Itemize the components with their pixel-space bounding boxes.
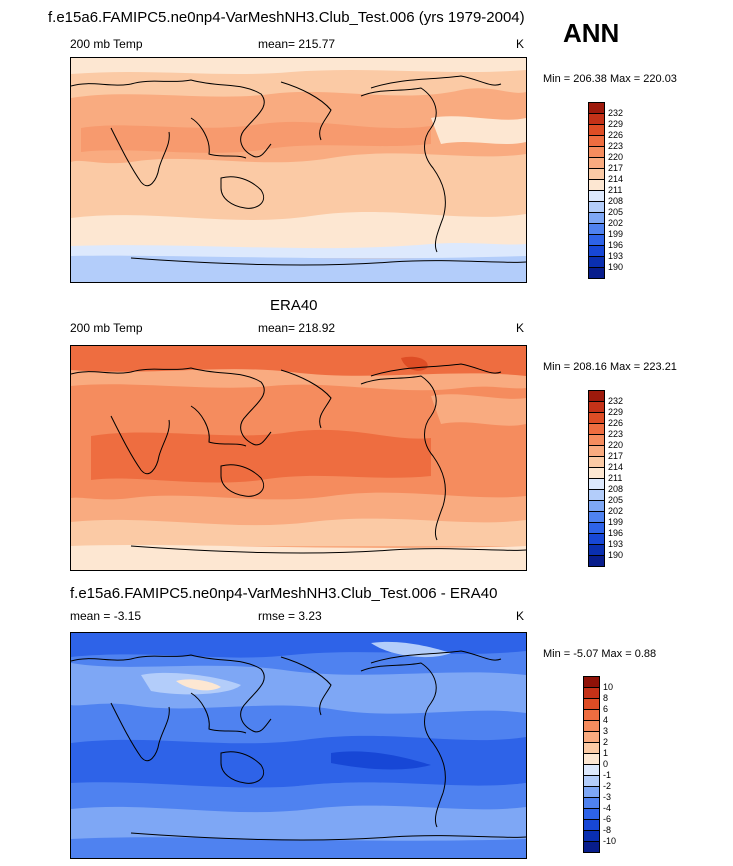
colorbar-tick-label: 199 bbox=[608, 517, 624, 527]
contour-band bbox=[431, 394, 526, 426]
panel-obs-map bbox=[70, 345, 527, 571]
colorbar-tick-label: 226 bbox=[608, 130, 624, 140]
colorbar-tick-label: 0 bbox=[603, 759, 609, 769]
colorbar-tick-label: 208 bbox=[608, 196, 624, 206]
contour-band bbox=[71, 243, 526, 258]
colorbar-tick-label: 202 bbox=[608, 506, 624, 516]
colorbar-tick-label: 217 bbox=[608, 451, 624, 461]
panel-obs-left-label: 200 mb Temp bbox=[70, 321, 143, 335]
colorbar-tick-label: 193 bbox=[608, 539, 624, 549]
contour-band bbox=[81, 121, 431, 153]
contour-band bbox=[91, 429, 431, 483]
panel-model-title: f.e15a6.FAMIPC5.ne0np4-VarMeshNH3.Club_T… bbox=[48, 9, 525, 26]
colorbar-tick-label: 229 bbox=[608, 407, 624, 417]
contour-band bbox=[71, 255, 526, 282]
colorbar-tick-label: 223 bbox=[608, 141, 624, 151]
colorbar-tick-label: 205 bbox=[608, 207, 624, 217]
colorbar-tick-label: 211 bbox=[608, 185, 623, 195]
coastlines bbox=[71, 75, 526, 266]
colorbar-swatch bbox=[588, 555, 605, 567]
colorbar-tick-label: -2 bbox=[603, 781, 612, 791]
contour-band bbox=[71, 212, 526, 252]
colorbar-tick-label: 214 bbox=[608, 174, 624, 184]
contour-band bbox=[331, 751, 431, 770]
colorbar-tick-label: 8 bbox=[603, 693, 609, 703]
colorbar-tick-label: 190 bbox=[608, 262, 624, 272]
contour-band bbox=[71, 837, 526, 858]
colorbar-tick-label: 190 bbox=[608, 550, 624, 560]
colorbar-tick-label: 4 bbox=[603, 715, 609, 725]
contour-band bbox=[176, 679, 221, 691]
contour-band bbox=[71, 545, 526, 570]
colorbar-tick-label: 3 bbox=[603, 726, 609, 736]
contour-band bbox=[71, 346, 526, 376]
panel-diff-mean: mean = -3.15 bbox=[70, 609, 142, 623]
panel-diff-title: f.e15a6.FAMIPC5.ne0np4-VarMeshNH3.Club_T… bbox=[70, 585, 498, 602]
contour-band bbox=[71, 518, 526, 546]
colorbar-swatch bbox=[583, 841, 600, 853]
coastlines bbox=[71, 363, 526, 554]
panel-diff-minmax: Min = -5.07 Max = 0.88 bbox=[543, 648, 657, 660]
colorbar-tick-label: 2 bbox=[603, 737, 609, 747]
panel-obs-title: ERA40 bbox=[270, 297, 318, 314]
colorbar-tick-label: 10 bbox=[603, 682, 614, 692]
panel-model-minmax: Min = 206.38 Max = 220.03 bbox=[543, 73, 677, 85]
colorbar-tick-label: 232 bbox=[608, 396, 624, 406]
colorbar-tick-label: 208 bbox=[608, 484, 624, 494]
colorbar-tick-label: 196 bbox=[608, 528, 624, 538]
colorbar-tick-label: -3 bbox=[603, 792, 612, 802]
contour-band bbox=[71, 782, 526, 808]
colorbar-tick-label: -8 bbox=[603, 825, 612, 835]
coastlines bbox=[71, 650, 526, 841]
colorbar-tick-label: -1 bbox=[603, 770, 612, 780]
season-label: ANN bbox=[563, 18, 620, 48]
colorbar-tick-label: 223 bbox=[608, 429, 624, 439]
colorbar-tick-label: 229 bbox=[608, 119, 624, 129]
panel-obs-units: K bbox=[516, 321, 525, 335]
colorbar-tick-label: 202 bbox=[608, 218, 624, 228]
colorbar-tick-label: 220 bbox=[608, 152, 624, 162]
colorbar-tick-label: -6 bbox=[603, 814, 612, 824]
colorbar-tick-label: 214 bbox=[608, 462, 624, 472]
panel-diff-map bbox=[70, 632, 527, 859]
contour-band bbox=[71, 58, 526, 74]
contour-band bbox=[71, 633, 526, 658]
colorbar-tick-label: 196 bbox=[608, 240, 624, 250]
colorbar-tick-label: -4 bbox=[603, 803, 612, 813]
colorbar-tick-label: 211 bbox=[608, 473, 623, 483]
colorbar-tick-label: 6 bbox=[603, 704, 609, 714]
colorbar-tick-label: 1 bbox=[603, 748, 609, 758]
contour-band bbox=[431, 116, 526, 144]
panel-diff-units: K bbox=[516, 609, 525, 623]
panel-model-map bbox=[70, 57, 527, 283]
colorbar-tick-label: 226 bbox=[608, 418, 624, 428]
colorbar-tick-label: 199 bbox=[608, 229, 624, 239]
colorbar-tick-label: 232 bbox=[608, 108, 624, 118]
panel-model-left-label: 200 mb Temp bbox=[70, 37, 143, 51]
colorbar-tick-label: -10 bbox=[603, 836, 617, 846]
panel-obs-mean: mean= 218.92 bbox=[258, 321, 336, 335]
colorbar-tick-label: 205 bbox=[608, 495, 624, 505]
colorbar-tick-label: 217 bbox=[608, 163, 624, 173]
panel-model-mean: mean= 215.77 bbox=[258, 37, 336, 51]
colorbar-tick-label: 193 bbox=[608, 251, 624, 261]
panel-obs-minmax: Min = 208.16 Max = 223.21 bbox=[543, 361, 677, 373]
colorbar-swatch bbox=[588, 267, 605, 279]
panel-model-units: K bbox=[516, 37, 525, 51]
contour-band bbox=[71, 735, 526, 792]
colorbar-tick-label: 220 bbox=[608, 440, 624, 450]
panel-diff-rmse: rmse = 3.23 bbox=[258, 609, 322, 623]
